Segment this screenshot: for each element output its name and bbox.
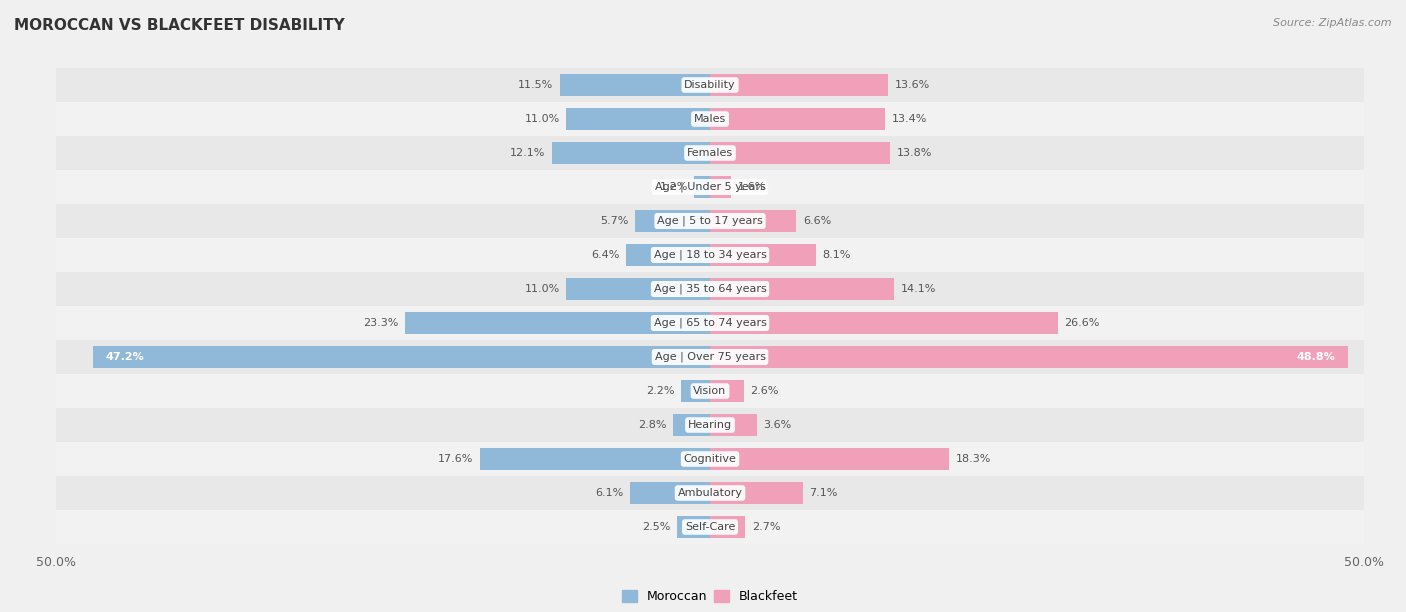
Bar (710, 278, 894, 299)
Text: MOROCCAN VS BLACKFEET DISABILITY: MOROCCAN VS BLACKFEET DISABILITY (14, 18, 344, 34)
Bar (636, 211, 710, 231)
Bar (56, 102, 1364, 136)
Bar (710, 176, 731, 198)
Text: 2.8%: 2.8% (638, 420, 666, 430)
Text: Hearing: Hearing (688, 420, 733, 430)
Text: Ambulatory: Ambulatory (678, 488, 742, 498)
Text: 2.5%: 2.5% (643, 522, 671, 532)
Text: 6.4%: 6.4% (592, 250, 620, 260)
Text: 13.4%: 13.4% (891, 114, 927, 124)
Bar (56, 170, 1364, 204)
Bar (56, 340, 1364, 374)
Bar (567, 278, 710, 299)
Text: 11.5%: 11.5% (517, 80, 553, 90)
Text: 26.6%: 26.6% (1064, 318, 1099, 328)
Bar (93, 346, 710, 368)
Bar (551, 143, 710, 163)
Text: 11.0%: 11.0% (524, 284, 560, 294)
Bar (56, 272, 1364, 306)
Text: Age | Over 75 years: Age | Over 75 years (655, 352, 765, 362)
Text: Age | 18 to 34 years: Age | 18 to 34 years (654, 250, 766, 260)
Bar (56, 238, 1364, 272)
Text: 11.0%: 11.0% (524, 114, 560, 124)
Bar (710, 517, 745, 537)
Text: 17.6%: 17.6% (439, 454, 474, 464)
Bar (56, 476, 1364, 510)
Text: 1.6%: 1.6% (738, 182, 766, 192)
Text: Age | 65 to 74 years: Age | 65 to 74 years (654, 318, 766, 328)
Text: 13.6%: 13.6% (894, 80, 929, 90)
Bar (710, 108, 886, 130)
Text: Vision: Vision (693, 386, 727, 396)
Bar (626, 244, 710, 266)
Bar (405, 313, 710, 334)
Bar (710, 143, 890, 163)
Bar (56, 374, 1364, 408)
Text: 18.3%: 18.3% (956, 454, 991, 464)
Text: Males: Males (695, 114, 725, 124)
Bar (56, 510, 1364, 544)
Text: 8.1%: 8.1% (823, 250, 851, 260)
Text: 3.6%: 3.6% (763, 420, 792, 430)
Bar (710, 346, 1348, 368)
Bar (567, 108, 710, 130)
Text: 13.8%: 13.8% (897, 148, 932, 158)
Bar (710, 244, 815, 266)
Bar (56, 408, 1364, 442)
Text: 2.2%: 2.2% (647, 386, 675, 396)
Text: 23.3%: 23.3% (363, 318, 399, 328)
Text: 2.6%: 2.6% (751, 386, 779, 396)
Text: Females: Females (688, 148, 733, 158)
Text: 1.2%: 1.2% (659, 182, 688, 192)
Bar (678, 517, 710, 537)
Text: Source: ZipAtlas.com: Source: ZipAtlas.com (1274, 18, 1392, 28)
Bar (56, 68, 1364, 102)
Bar (682, 381, 710, 401)
Bar (710, 482, 803, 504)
Text: 5.7%: 5.7% (600, 216, 628, 226)
Text: 14.1%: 14.1% (901, 284, 936, 294)
Text: 48.8%: 48.8% (1296, 352, 1336, 362)
Text: Disability: Disability (685, 80, 735, 90)
Bar (56, 204, 1364, 238)
Bar (710, 449, 949, 469)
Bar (56, 306, 1364, 340)
Text: Age | Under 5 years: Age | Under 5 years (655, 182, 765, 192)
Legend: Moroccan, Blackfeet: Moroccan, Blackfeet (617, 585, 803, 608)
Text: Age | 5 to 17 years: Age | 5 to 17 years (657, 216, 763, 226)
Bar (56, 442, 1364, 476)
Bar (560, 75, 710, 95)
Text: 2.7%: 2.7% (752, 522, 780, 532)
Text: 12.1%: 12.1% (510, 148, 546, 158)
Bar (710, 414, 756, 436)
Text: Self-Care: Self-Care (685, 522, 735, 532)
Text: 7.1%: 7.1% (810, 488, 838, 498)
Bar (710, 313, 1057, 334)
Text: Age | 35 to 64 years: Age | 35 to 64 years (654, 284, 766, 294)
Bar (630, 482, 710, 504)
Text: 47.2%: 47.2% (105, 352, 145, 362)
Bar (673, 414, 710, 436)
Bar (710, 211, 796, 231)
Bar (710, 381, 744, 401)
Bar (56, 136, 1364, 170)
Bar (479, 449, 710, 469)
Text: 6.1%: 6.1% (596, 488, 624, 498)
Text: Cognitive: Cognitive (683, 454, 737, 464)
Text: 6.6%: 6.6% (803, 216, 831, 226)
Bar (710, 75, 887, 95)
Bar (695, 176, 710, 198)
